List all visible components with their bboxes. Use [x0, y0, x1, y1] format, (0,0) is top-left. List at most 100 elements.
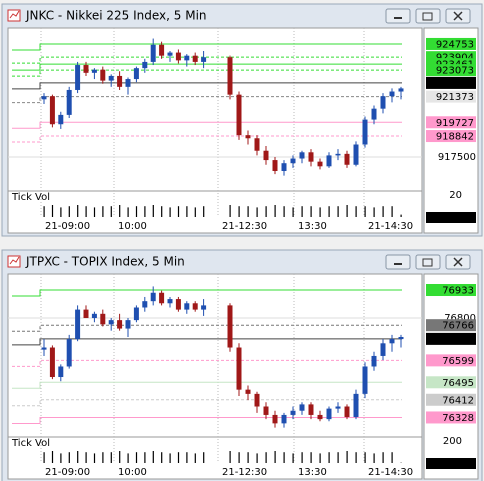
- candle-body: [353, 393, 359, 418]
- candle-body: [117, 75, 123, 87]
- volume-bar: [144, 206, 146, 217]
- volume-bar: [135, 206, 138, 217]
- candle-body: [75, 309, 81, 340]
- restore-glyph: [422, 12, 433, 21]
- time-label: 21-14:30: [368, 467, 413, 478]
- level-badge: [426, 319, 476, 332]
- close-glyph: [453, 257, 463, 267]
- candle-body: [58, 366, 64, 378]
- window-title: JTPXC - TOPIX Index, 5 Min: [25, 255, 185, 269]
- volume-bar: [51, 205, 54, 217]
- volume-bar: [110, 452, 112, 463]
- volume-bar: [301, 206, 303, 217]
- level-label: 921373: [436, 92, 474, 103]
- window-icon-glyph: [9, 10, 20, 19]
- volume-bar: [169, 453, 171, 463]
- level-badge: [426, 90, 476, 103]
- candle-body: [299, 404, 305, 411]
- volume-bar: [51, 451, 54, 463]
- candle-body: [371, 355, 377, 367]
- level-label: 76328: [442, 413, 474, 424]
- candle-body: [326, 408, 332, 420]
- candle-body: [159, 292, 165, 304]
- volume-bar: [292, 453, 294, 463]
- volume-bar: [119, 205, 121, 217]
- minimize-button[interactable]: [385, 8, 411, 24]
- restore-button[interactable]: [415, 8, 441, 24]
- volume-bar: [355, 452, 357, 463]
- time-label: 10:00: [118, 221, 147, 232]
- candle-body: [66, 339, 72, 367]
- candle-body: [245, 389, 251, 394]
- volume-bar: [77, 451, 79, 463]
- candle-body: [150, 44, 156, 62]
- level-label: 919727: [436, 118, 474, 129]
- candle-body: [362, 119, 368, 145]
- candle-body: [150, 292, 156, 302]
- volume-bar: [229, 205, 231, 217]
- level-badge: [426, 284, 476, 297]
- volume-bar: [68, 452, 70, 463]
- candle-body: [227, 57, 233, 95]
- level-badge: [426, 64, 476, 77]
- candle-body: [308, 152, 314, 162]
- level-line: [12, 359, 402, 367]
- candle-body: [167, 299, 173, 304]
- restore-button[interactable]: [415, 254, 441, 270]
- candle-body: [184, 55, 190, 61]
- volume-bar: [400, 214, 402, 217]
- volume-bar: [328, 206, 330, 217]
- candle-body: [117, 320, 123, 329]
- candle-body: [272, 414, 278, 424]
- candle-body: [344, 406, 350, 418]
- volume-bar: [373, 453, 375, 463]
- candle-body: [326, 155, 332, 167]
- volume-bar: [328, 452, 330, 463]
- level-badge: [426, 116, 476, 129]
- volume-last: 2: [449, 213, 455, 224]
- candle-body: [58, 114, 64, 125]
- candle-body: [236, 347, 242, 390]
- level-badge: [426, 354, 476, 367]
- candle-body: [91, 313, 97, 319]
- window-icon: [7, 255, 21, 268]
- volume-bar: [102, 206, 104, 217]
- candle-body: [353, 144, 359, 165]
- volume-bar: [152, 451, 154, 463]
- candle-body: [100, 69, 106, 81]
- volume-bar: [152, 205, 154, 217]
- candle-body: [125, 79, 131, 87]
- candle-body: [389, 339, 395, 344]
- time-label: 21-14:30: [368, 221, 413, 232]
- volume-bar: [355, 206, 357, 217]
- volume-bar: [310, 452, 312, 463]
- level-label: 76701: [442, 334, 474, 345]
- level-badge: [426, 332, 476, 345]
- level-line: [12, 399, 402, 407]
- candle-body: [335, 406, 341, 409]
- candle-body: [389, 91, 395, 97]
- level-line: [12, 135, 402, 143]
- candle-body: [41, 96, 47, 100]
- volume-last: 3: [449, 459, 455, 470]
- candle-body: [192, 55, 198, 62]
- volume-bar: [346, 451, 348, 463]
- candle-body: [398, 336, 404, 340]
- level-line: [12, 289, 402, 297]
- minimize-glyph: [394, 263, 402, 265]
- minimize-button[interactable]: [385, 254, 411, 270]
- volume-bar: [283, 206, 285, 217]
- candle-body: [227, 305, 233, 348]
- candle-body: [49, 347, 55, 378]
- volume-bar: [68, 206, 70, 217]
- restore-glyph: [422, 258, 433, 267]
- candle-body: [398, 88, 404, 92]
- level-label: 922252: [436, 78, 474, 89]
- volume-bar: [77, 205, 79, 217]
- level-line: [12, 121, 402, 129]
- volume-bar: [203, 452, 205, 463]
- candle-body: [344, 153, 350, 165]
- volume-bar: [283, 452, 285, 463]
- level-line: [12, 82, 402, 90]
- level-line: [12, 338, 402, 346]
